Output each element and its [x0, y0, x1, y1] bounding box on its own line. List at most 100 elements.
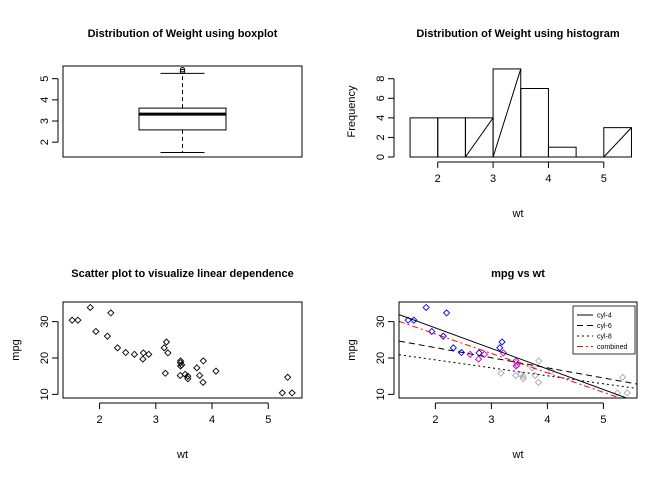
panel-4-x-axis-title: wt — [512, 449, 524, 461]
scatter-point — [288, 389, 296, 397]
scatter-point — [113, 344, 122, 352]
fit-line-cyl-8 — [399, 354, 637, 390]
panel-3-frame — [62, 301, 303, 399]
scatter-point — [196, 371, 204, 380]
scatter-point-cyl-4 — [496, 344, 504, 352]
hist-bar-diagonal — [492, 68, 522, 158]
scatter-point-cyl-8 — [512, 371, 520, 380]
scatter-point — [103, 332, 112, 340]
panel-2-y-tick-label: 2 — [375, 134, 387, 140]
panel-4-y-tick-label: 10 — [375, 388, 387, 400]
panel-4-x-tick-label: 3 — [488, 414, 494, 426]
hist-bar — [520, 88, 549, 158]
scatter-point — [107, 309, 115, 317]
scatter-point-cyl-6 — [512, 357, 520, 365]
scatter-point-cyl-4 — [442, 309, 451, 317]
panel-2-y-tick-label: 6 — [375, 95, 387, 101]
panel-4-plot-area — [399, 303, 637, 398]
scatter-point — [199, 378, 207, 387]
panel-4-y-axis-title: mpg — [346, 339, 358, 360]
panel-1-y-tick-label: 5 — [39, 76, 51, 82]
scatter-point-cyl-8 — [535, 357, 543, 365]
scatter-point — [74, 316, 82, 324]
hist-bar-diagonal — [603, 127, 632, 158]
scatter-point — [122, 348, 130, 357]
panel-2-title: Distribution of Weight using histogram — [416, 28, 620, 40]
panel-3-x-tick-label: 3 — [153, 414, 159, 426]
panel-3-y-tick-label: 20 — [39, 352, 51, 364]
scatter-point — [139, 349, 148, 357]
hist-bar — [437, 117, 466, 158]
panel-3-x-axis-title: wt — [176, 449, 188, 461]
panel-1-title: Distribution of Weight using boxplot — [88, 28, 278, 40]
panel-4-title: mpg vs wt — [491, 268, 545, 280]
scatter-point-cyl-4 — [475, 349, 483, 357]
panel-2-y-axis-title: Frequency — [346, 85, 358, 137]
scatter-point — [212, 367, 220, 375]
hist-bar — [409, 117, 439, 158]
scatter-point-cyl-4 — [498, 338, 506, 346]
panel-3-x-tick-label: 5 — [265, 414, 271, 426]
panel-1-y-tick-label: 4 — [39, 97, 51, 103]
scatter-point-cyl-6 — [512, 362, 520, 370]
scatter-point — [86, 303, 94, 312]
panel-3-title: Scatter plot to visualize linear depende… — [71, 268, 294, 280]
scatter-point-cyl-6 — [480, 350, 489, 359]
scatter-point — [145, 350, 153, 359]
scatter-point — [68, 316, 76, 324]
scatter-point-cyl-4 — [422, 303, 430, 312]
scatter-point — [162, 338, 171, 346]
panel-2-x-axis-title: wt — [512, 208, 524, 220]
scatter-point — [193, 364, 201, 372]
scatter-point-cyl-6 — [474, 355, 483, 363]
scatter-point-cyl-8 — [497, 369, 505, 377]
panel-2-y-tick-label: 4 — [375, 115, 387, 121]
panel-3-x-tick-label: 2 — [96, 414, 102, 426]
panel-4-x-tick-label: 5 — [600, 414, 606, 426]
hist-bar-diagonal — [465, 117, 494, 158]
panel-4-y-tick-label: 20 — [375, 352, 387, 364]
scatter-point — [284, 373, 292, 381]
scatter-point — [164, 349, 172, 357]
fit-line-cyl-4 — [399, 314, 629, 398]
hist-bar — [603, 127, 632, 158]
panel-4-x-tick-label: 4 — [544, 414, 550, 426]
panel-1-frame — [62, 65, 303, 158]
scatter-point — [176, 371, 184, 380]
scatter-point-cyl-8 — [531, 371, 539, 380]
scatter-point — [161, 369, 169, 377]
panel-4-x-tick-label: 2 — [432, 414, 438, 426]
panel-2-x-tick-label: 4 — [545, 173, 551, 185]
scatter-point-cyl-4 — [428, 327, 436, 336]
legend-label-cyl-4: cyl-4 — [597, 313, 612, 320]
scatter-point-cyl-8 — [619, 373, 627, 381]
panel-1-y-tick-label: 2 — [39, 139, 51, 145]
scatter-point-cyl-8 — [613, 389, 622, 397]
panel-1-y-tick-label: 3 — [39, 118, 51, 124]
panel-2-x-tick-label: 5 — [601, 173, 607, 185]
scatter-point — [184, 372, 192, 380]
scatter-point — [130, 350, 139, 359]
panel-2-y-tick-label: 0 — [375, 154, 387, 160]
hist-bar — [547, 146, 577, 158]
scatter-point — [139, 355, 147, 363]
scatter-point-cyl-8 — [519, 372, 527, 380]
panel-4-y-tick-label: 30 — [375, 316, 387, 328]
scatter-point-cyl-4 — [449, 344, 457, 352]
box-outlier — [179, 67, 186, 73]
panel-4-frame — [398, 301, 638, 399]
scatter-point — [160, 344, 168, 352]
legend-box — [572, 305, 636, 355]
box-outlier — [179, 68, 186, 75]
panel-2-x-tick-label: 2 — [435, 173, 441, 185]
scatter-point-cyl-8 — [534, 378, 543, 387]
scatter-point — [92, 327, 100, 336]
scatter-point-cyl-4 — [439, 332, 447, 340]
panel-3-y-tick-label: 10 — [39, 388, 51, 400]
panel-2-y-tick-label: 8 — [375, 76, 387, 82]
scatter-point — [176, 357, 185, 365]
legend-label-combined: combined — [597, 344, 627, 351]
panel-3-x-tick-label: 4 — [209, 414, 215, 426]
panel-3-y-axis-title: mpg — [10, 339, 22, 360]
